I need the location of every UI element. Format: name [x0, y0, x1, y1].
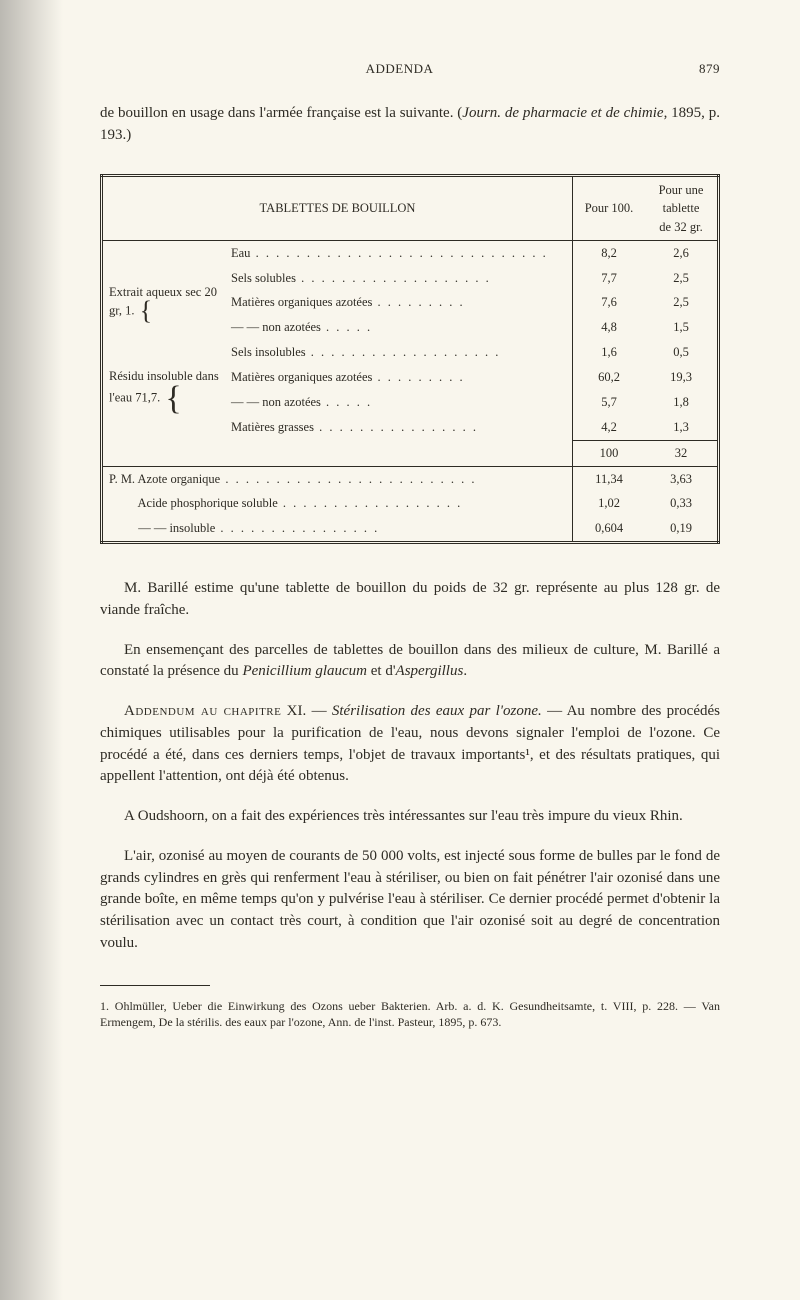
paragraph-barille-2: En ensemençant des parcelles de tablette… [100, 640, 720, 684]
cell-v2: 0,19 [645, 516, 719, 542]
cell-v1: 60,2 [573, 365, 646, 390]
cell-v2: 1,5 [645, 315, 719, 340]
table-head-col2: Pour une tablette de 32 gr. [645, 176, 719, 240]
cell-v1: 100 [573, 440, 646, 466]
table-head-main: TABLETTES DE BOUILLON [102, 176, 573, 240]
table-head-col1: Pour 100. [573, 176, 646, 240]
cell-label: Acide phosphorique soluble [138, 496, 278, 510]
intro-text-1: de bouillon en usage dans l'armée frança… [100, 105, 462, 121]
group-label: Résidu insoluble dans l'eau 71,7. { [102, 340, 226, 440]
addendum-italic: Stérilisation des eaux par l'ozone. [332, 703, 542, 719]
cell-v1: 7,6 [573, 290, 646, 315]
table-row: Eau . . . . . . . . . . . . . . . . . . … [102, 240, 719, 265]
cell-v1: 1,6 [573, 340, 646, 365]
table-row-total: 100 32 [102, 440, 719, 466]
p1b-italic-2: Aspergillus [396, 663, 464, 679]
table-head-col2-l2: tablette [663, 201, 700, 215]
footnote-rule [100, 985, 210, 986]
table-row: Extrait aqueux sec 20 gr, 1. { Sels solu… [102, 266, 719, 291]
cell-v1: 0,604 [573, 516, 646, 542]
cell-v2: 2,5 [645, 266, 719, 291]
cell-v1: 4,8 [573, 315, 646, 340]
cell-label: Eau [231, 246, 250, 260]
cell-label: — — non azotées [231, 320, 321, 334]
cell-v1: 5,7 [573, 390, 646, 415]
cell-label: P. M. Azote organique [109, 472, 220, 486]
cell-label: Matières grasses [231, 420, 314, 434]
cell-v2: 1,3 [645, 415, 719, 440]
cell-v2: 32 [645, 440, 719, 466]
paragraph-barille-1: M. Barillé estime qu'une tablette de bou… [100, 578, 720, 622]
cell-v2: 1,8 [645, 390, 719, 415]
table-head-col2-l3: de 32 gr. [659, 220, 702, 234]
cell-v1: 7,7 [573, 266, 646, 291]
cell-v2: 0,33 [645, 491, 719, 516]
cell-v1: 4,2 [573, 415, 646, 440]
cell-label: — — insoluble [138, 521, 215, 535]
cell-label: Sels solubles [231, 271, 296, 285]
addendum-heading: Addendum au chapitre XI. — Stérilisation… [100, 701, 720, 788]
paragraph-air-ozone: L'air, ozonisé au moyen de courants de 5… [100, 846, 720, 955]
footnote-text: 1. Ohlmüller, Ueber die Einwirkung des O… [100, 998, 720, 1030]
addendum-num: XI. — [281, 703, 332, 719]
cell-v2: 2,5 [645, 290, 719, 315]
table-row: P. M. Acide phosphorique soluble . . . .… [102, 491, 719, 516]
group-label: Extrait aqueux sec 20 gr, 1. { [102, 266, 226, 341]
page-number: 879 [699, 60, 720, 79]
cell-v2: 19,3 [645, 365, 719, 390]
cell-v2: 2,6 [645, 240, 719, 265]
cell-label: Sels insolubles [231, 345, 306, 359]
p1b-italic-1: Penicillium glaucum [242, 663, 367, 679]
cell-label: — — non azotées [231, 395, 321, 409]
running-head: ADDENDA 879 [100, 60, 720, 79]
cell-v2: 0,5 [645, 340, 719, 365]
p1b-end: . [463, 663, 467, 679]
cell-v1: 8,2 [573, 240, 646, 265]
cell-label: Matières organiques azotées [231, 370, 372, 384]
p1b-mid: et d' [367, 663, 396, 679]
cell-label: Matières organiques azotées [231, 295, 372, 309]
table-row: Résidu insoluble dans l'eau 71,7. { Sels… [102, 340, 719, 365]
cell-v2: 3,63 [645, 466, 719, 491]
intro-journal-italic: Journ. de pharmacie et de chimie [462, 105, 663, 121]
table-row: P. M. — — insoluble . . . . . . . . . . … [102, 516, 719, 542]
cell-v1: 1,02 [573, 491, 646, 516]
running-head-title: ADDENDA [100, 60, 699, 79]
table-head-col2-l1: Pour une [659, 183, 704, 197]
intro-paragraph: de bouillon en usage dans l'armée frança… [100, 103, 720, 147]
paragraph-oudshoorn: A Oudshoorn, on a fait des expériences t… [100, 806, 720, 828]
table-row: P. M. Azote organique . . . . . . . . . … [102, 466, 719, 491]
addendum-sc: Addendum au chapitre [124, 703, 281, 719]
cell-v1: 11,34 [573, 466, 646, 491]
bouillon-table: TABLETTES DE BOUILLON Pour 100. Pour une… [100, 174, 720, 544]
